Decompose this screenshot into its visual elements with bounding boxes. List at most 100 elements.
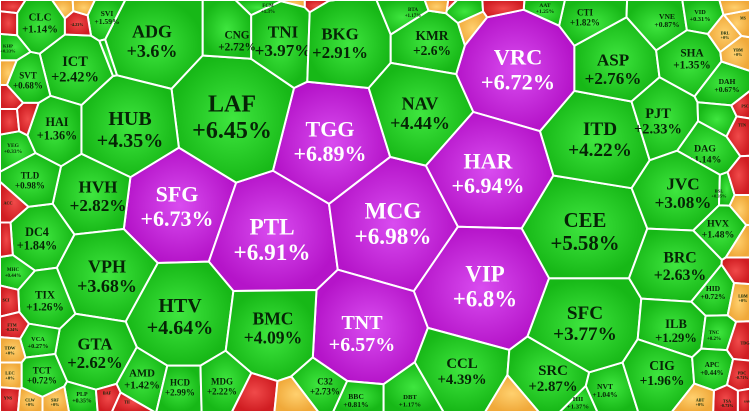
cell-cee[interactable]: CEE+5.58% [520,174,649,280]
ticker-label: TNC [709,331,720,336]
cell-shape[interactable] [273,375,320,412]
cell-stock-115[interactable] [273,375,320,412]
cell-stock-80[interactable] [16,101,40,137]
cell-ptl[interactable]: PTL+6.91% [207,169,339,292]
change-label: +6.72% [481,69,555,94]
cell-stock-73[interactable] [0,10,19,37]
cell-shape[interactable] [726,154,750,196]
cell-lec[interactable]: LEC+0% [0,361,23,390]
cell-bkg[interactable]: BKG+2.91% [306,0,392,89]
cell-stock-110[interactable] [481,0,526,19]
change-label: +2.99% [165,388,195,398]
cell-stock-109[interactable] [279,0,306,9]
cell-stock-70[interactable] [98,38,118,77]
ticker-label: BBC [348,392,364,401]
cell-gta[interactable]: GTA+2.62% [54,312,138,391]
cell-sfg[interactable]: SFG+6.73% [122,146,238,264]
cell-stock-101[interactable] [720,256,750,286]
cell-abt[interactable]: ABT+0% [670,382,715,412]
cell-cng[interactable]: CNG+2.72% [201,0,256,60]
cell-stock-77[interactable] [0,59,18,86]
change-label: +0.33% [0,48,16,53]
cell-shape[interactable] [456,10,489,47]
change-label: +0% [5,350,15,355]
cell-shape[interactable] [736,387,750,412]
cell-shape[interactable] [0,59,18,86]
cell-shape[interactable] [423,0,450,15]
cell-shape[interactable] [98,38,118,77]
change-label: +2.22% [207,387,237,397]
change-label: +1.04% [592,390,617,399]
change-label: +0.31% [690,16,711,23]
cell-stock-113[interactable] [456,10,489,47]
cell-shape[interactable] [720,256,750,286]
cell-src[interactable]: SRC+2.87% [506,335,591,412]
cell-vip[interactable]: VIP+6.8% [412,225,551,351]
cell-ccl[interactable]: CCL+4.39% [413,326,511,412]
cell-hub[interactable]: HUB+4.35% [80,74,180,179]
cell-ilb[interactable]: ILB+1.29% [636,297,707,359]
cell-stock-95[interactable] [718,0,750,16]
cell-shape[interactable] [445,0,458,12]
cell-shape[interactable] [718,0,750,16]
cell-shape[interactable] [481,0,526,19]
cell-srf[interactable]: SRF+0% [41,385,70,412]
cell-shape[interactable] [279,0,306,9]
cell-tsa[interactable]: TSA-0.73% [712,384,739,412]
cell-stock-76[interactable] [71,0,96,17]
cell-shape[interactable] [0,221,14,258]
cell-tii[interactable]: TII [110,391,156,412]
cell-clc[interactable]: CLC+1.14% [16,0,66,55]
ticker-label: PSC [741,104,748,108]
cell-kmr[interactable]: KMR+2.6% [389,9,466,76]
cell-stock-98[interactable] [726,154,750,196]
cell-sav[interactable]: SAV [736,387,750,412]
cell-stock-79[interactable] [0,108,21,136]
cell-shape[interactable] [16,101,40,137]
cell-jvc[interactable]: JVC+3.08% [630,149,721,232]
cell-stock-111[interactable] [423,0,450,15]
cell-brc[interactable]: BRC+2.63% [628,227,723,303]
cell-shape[interactable] [725,115,750,158]
cell-shape[interactable] [726,282,750,323]
cell-shape[interactable] [41,385,70,412]
cell-nav[interactable]: NAV+4.44% [367,61,475,167]
cell-shape[interactable] [0,32,32,62]
change-label: +0.98% [15,181,45,191]
cell-khp[interactable]: KHP+0.33% [0,32,32,62]
cell-lbm[interactable]: LBM+0% [726,282,750,323]
change-label: +2.62% [67,353,122,372]
cell-ict[interactable]: ICT+2.42% [38,33,114,107]
cell-ttn[interactable]: TTN [725,115,750,158]
cell-shape[interactable] [71,0,96,17]
ticker-label: VIP [465,262,504,287]
cell-tdw[interactable]: TDW+0% [0,336,27,364]
cell-shape[interactable] [0,10,19,37]
change-label: +1.82% [570,18,600,28]
cell-shape[interactable] [201,0,253,60]
cell-tix[interactable]: TIX+1.26% [17,266,77,330]
change-label: +2.63% [654,267,706,284]
cell-tnt[interactable]: TNT+6.57% [311,268,429,386]
cell-stock-99[interactable] [728,194,750,226]
ticker-label: HVX [707,219,730,230]
cell-shape[interactable] [367,61,475,167]
cell-htv[interactable]: HTV+4.64% [124,260,235,367]
cell-shape[interactable] [728,194,750,226]
cell-shape[interactable] [484,374,540,412]
cell-stock-82[interactable] [0,221,14,258]
cell-shape[interactable] [725,320,750,362]
cell-stock-112[interactable] [445,0,458,12]
change-label: +4.22% [568,140,632,161]
cell-har[interactable]: HAR+6.94% [424,110,555,230]
ticker-label: BKG [321,25,358,44]
change-label: +3.68% [77,276,137,296]
cell-tdg[interactable]: TDG [725,320,750,362]
cell-vph[interactable]: VPH+3.68% [55,228,159,323]
cell-shape[interactable] [110,391,156,412]
cell-shape[interactable] [670,382,715,412]
cell-shape[interactable] [0,108,21,136]
ticker-label: SFG [156,182,199,207]
cell-stock-116[interactable] [484,374,540,412]
cell-yns[interactable]: YNS [0,386,22,412]
